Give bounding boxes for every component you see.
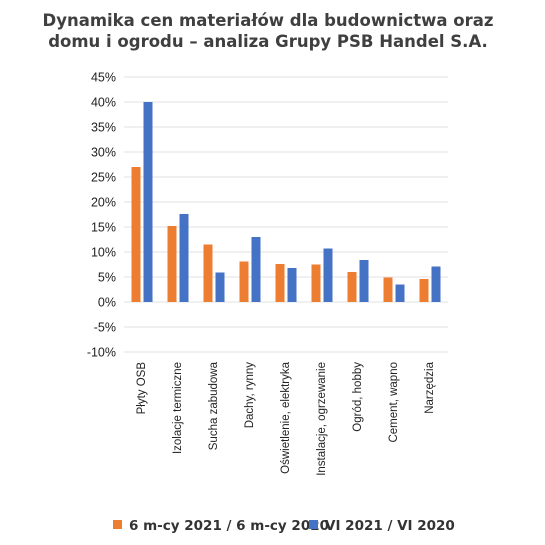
bars — [131, 102, 441, 302]
legend: 6 m-cy 2021 / 6 m-cy 2020 VI 2021 / VI 2… — [113, 518, 455, 534]
y-tick-label: 35% — [91, 121, 116, 135]
chart-title-line-1: Dynamika cen materiałów dla budownictwa … — [43, 11, 494, 30]
x-category-label: Oświetlenie, elektryka — [280, 361, 292, 473]
bar-series-1-7 — [383, 277, 393, 302]
bar-series-1-3 — [239, 261, 249, 302]
legend-label-series-1: 6 m-cy 2021 / 6 m-cy 2020 — [129, 518, 329, 534]
y-tick-label: 30% — [91, 146, 116, 160]
y-axis-ticks: 45% 40% 35% 30% 25% 20% 15% 10% 5% 0% -5% -10% — [87, 71, 116, 360]
bar-series-1-0 — [131, 167, 141, 302]
x-axis-categories: Płyty OSB Izolacje termiczne Sucha zabudow… — [136, 361, 436, 475]
y-tick-label: 0% — [98, 296, 116, 310]
x-category-label: Instalacje, ogrzewanie — [316, 362, 328, 476]
bar-series-1-8 — [419, 279, 429, 302]
bar-series-2-7 — [395, 284, 405, 302]
legend-label-series-2: VI 2021 / VI 2020 — [325, 518, 455, 534]
x-category-label: Sucha zabudowa — [208, 361, 220, 450]
bar-series-2-3 — [251, 237, 261, 302]
bar-series-2-4 — [287, 268, 297, 302]
bar-series-2-2 — [215, 272, 225, 302]
bar-series-1-2 — [203, 244, 213, 302]
bar-series-1-5 — [311, 264, 321, 302]
bar-series-2-1 — [179, 214, 189, 302]
bar-series-1-1 — [167, 226, 177, 302]
y-tick-label: 20% — [91, 196, 116, 210]
grid-lines — [124, 76, 448, 353]
x-category-label: Cement, wapno — [388, 362, 400, 443]
y-tick-label: -10% — [87, 346, 116, 360]
y-tick-label: 45% — [91, 71, 116, 85]
y-tick-label: 25% — [91, 171, 116, 185]
y-tick-label: 10% — [91, 246, 116, 260]
y-tick-label: 15% — [91, 221, 116, 235]
x-category-label: Narzędzia — [424, 361, 436, 413]
legend-swatch-series-2 — [309, 520, 318, 529]
y-tick-label: -5% — [94, 321, 116, 335]
bar-series-2-5 — [323, 248, 333, 302]
bar-series-1-4 — [275, 264, 285, 302]
chart-title-line-2: domu i ogrodu – analiza Grupy PSB Handel… — [48, 32, 488, 51]
bar-series-2-8 — [431, 266, 441, 302]
bar-series-1-6 — [347, 272, 357, 302]
legend-swatch-series-1 — [113, 520, 122, 529]
x-category-label: Płyty OSB — [136, 362, 148, 415]
bar-series-2-6 — [359, 260, 369, 302]
x-category-label: Ogród, hobby — [352, 362, 364, 432]
x-category-label: Dachy, rynny — [244, 362, 256, 429]
y-tick-label: 40% — [91, 96, 116, 110]
y-tick-label: 5% — [98, 271, 116, 285]
bar-series-2-0 — [143, 102, 153, 302]
x-category-label: Izolacje termiczne — [172, 362, 184, 454]
